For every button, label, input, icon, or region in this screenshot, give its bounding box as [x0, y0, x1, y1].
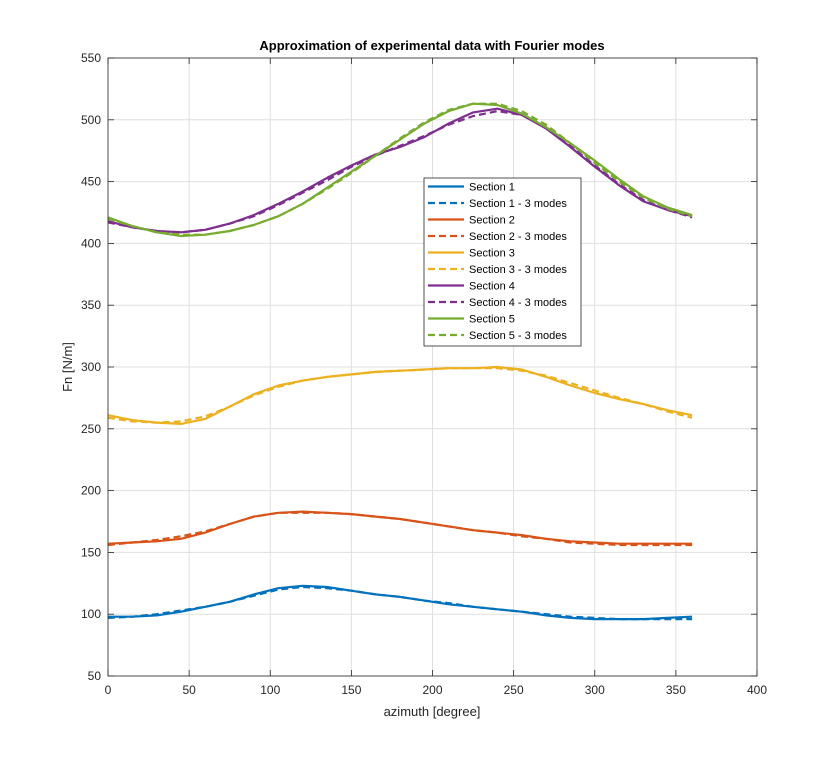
y-tick-label: 400 — [81, 236, 101, 250]
x-tick-label: 300 — [585, 683, 605, 697]
series-line-10 — [107, 102, 693, 236]
y-tick-label: 450 — [81, 175, 101, 189]
legend-entry-label: Section 1 - 3 modes — [469, 198, 567, 210]
y-tick-label: 350 — [81, 298, 101, 312]
legend-entry-label: Section 2 - 3 modes — [469, 231, 567, 243]
chart-title: Approximation of experimental data with … — [259, 38, 604, 53]
legend-entry-label: Section 1 — [469, 182, 515, 194]
series-layer — [107, 102, 693, 621]
legend-entry-label: Section 5 — [469, 314, 515, 326]
x-tick-label: 250 — [504, 683, 524, 697]
legend-entry-label: Section 5 - 3 modes — [469, 330, 567, 342]
x-axis-label: azimuth [degree] — [384, 704, 481, 719]
y-tick-label: 50 — [88, 669, 102, 683]
y-tick-label: 300 — [81, 360, 101, 374]
legend-entry-label: Section 4 — [469, 281, 515, 293]
legend-entry-label: Section 3 — [469, 248, 515, 260]
x-tick-label: 50 — [182, 683, 196, 697]
y-axis-label: Fn [N/m] — [60, 342, 75, 392]
legend-entry-label: Section 2 — [469, 215, 515, 227]
legend-entry-label: Section 3 - 3 modes — [469, 264, 567, 276]
x-tick-label: 200 — [422, 683, 442, 697]
y-tick-label: 200 — [81, 484, 101, 498]
x-tick-label: 350 — [666, 683, 686, 697]
y-tick-label: 500 — [81, 113, 101, 127]
y-tick-label: 550 — [81, 51, 101, 65]
ticks: 0 50 100 150 200 250 300 350 4005010015020025030… — [81, 51, 767, 697]
legend-entry-label: Section 4 - 3 modes — [469, 297, 567, 309]
x-tick-label: 0 — [105, 683, 112, 697]
x-tick-label: 400 — [747, 683, 767, 697]
series-line-8 — [107, 109, 693, 234]
x-tick-label: 150 — [341, 683, 361, 697]
x-tick-label: 100 — [260, 683, 280, 697]
series-line-6 — [107, 367, 693, 424]
legend: Section 1 Section 1 - 3 modes Section 2 Sec… — [423, 177, 582, 347]
y-tick-label: 150 — [81, 545, 101, 559]
series-line-3 — [107, 510, 693, 545]
y-tick-label: 250 — [81, 422, 101, 436]
series-line-1 — [108, 584, 693, 621]
y-tick-label: 100 — [81, 607, 101, 621]
